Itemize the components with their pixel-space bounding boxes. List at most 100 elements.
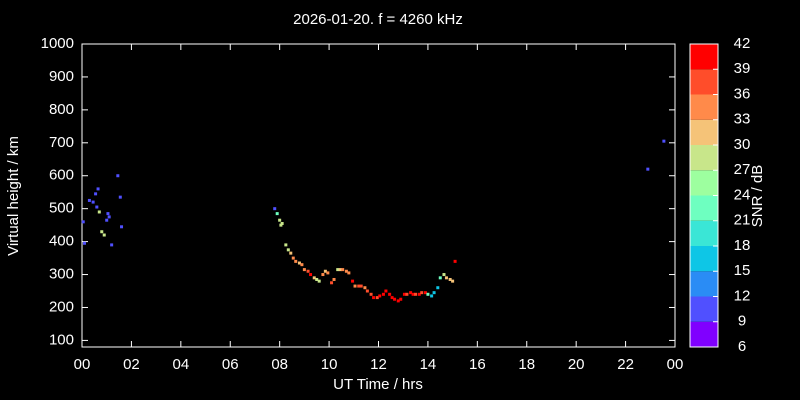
colorbar-segment — [690, 170, 718, 196]
point — [438, 276, 442, 280]
point — [365, 289, 369, 293]
point — [448, 277, 452, 281]
colorbar-tick-label: 39 — [734, 60, 751, 77]
point — [375, 296, 379, 300]
point — [302, 268, 306, 272]
point — [347, 271, 351, 275]
colorbar-segment — [690, 271, 718, 297]
point — [323, 269, 327, 273]
point — [436, 286, 440, 290]
point — [393, 297, 397, 301]
x-tick-label: 00 — [667, 356, 684, 373]
point — [91, 200, 95, 204]
point — [312, 276, 316, 280]
point — [662, 139, 666, 143]
point — [420, 291, 424, 295]
point — [359, 284, 363, 288]
y-tick-label: 800 — [49, 101, 74, 118]
point — [384, 289, 388, 293]
point — [289, 251, 293, 255]
x-tick-label: 04 — [172, 356, 189, 373]
point — [286, 248, 290, 252]
x-tick-label: 20 — [568, 356, 585, 373]
point — [357, 284, 361, 288]
point — [317, 279, 321, 283]
colorbar-segment — [690, 220, 718, 246]
point — [291, 256, 295, 260]
x-tick-label: 06 — [222, 356, 239, 373]
point — [411, 292, 415, 296]
point — [279, 223, 283, 227]
y-tick-label: 900 — [49, 68, 74, 85]
point — [94, 192, 98, 196]
x-axis-label: UT Time / hrs — [333, 376, 423, 393]
colorbar-label: SNR / dB — [749, 165, 766, 228]
point — [363, 286, 367, 290]
y-tick-label: 600 — [49, 167, 74, 184]
point — [330, 281, 334, 285]
point — [396, 299, 400, 303]
point — [87, 198, 91, 202]
point — [100, 230, 104, 234]
colorbar-segment — [690, 145, 718, 171]
point — [315, 277, 319, 281]
y-tick-label: 400 — [49, 233, 74, 250]
x-tick-label: 10 — [321, 356, 338, 373]
colorbar-segment — [690, 246, 718, 272]
point — [646, 167, 650, 171]
point — [309, 273, 313, 277]
point — [96, 187, 100, 191]
point — [336, 268, 340, 272]
x-tick-label: 18 — [518, 356, 535, 373]
point — [453, 259, 457, 263]
point — [284, 243, 288, 247]
point — [442, 273, 446, 277]
point — [102, 233, 106, 237]
point — [388, 292, 392, 296]
colorbar-tick-label: 30 — [734, 136, 751, 153]
y-tick-label: 300 — [49, 266, 74, 283]
point — [451, 279, 455, 283]
y-tick-label: 200 — [49, 298, 74, 315]
colorbar-tick-label: 33 — [734, 111, 751, 128]
point — [426, 292, 430, 296]
point — [105, 218, 109, 222]
point — [369, 292, 373, 296]
point — [430, 294, 434, 298]
point — [81, 220, 85, 224]
point — [326, 271, 330, 275]
point — [378, 294, 382, 298]
point — [399, 297, 403, 301]
point — [116, 174, 120, 178]
point — [381, 292, 385, 296]
point — [332, 277, 336, 281]
y-tick-label: 500 — [49, 200, 74, 217]
colorbar-segment — [690, 69, 718, 95]
point — [414, 292, 418, 296]
colorbar-tick-label: 9 — [738, 313, 746, 330]
colorbar-tick-label: 12 — [734, 287, 751, 304]
point — [444, 276, 448, 280]
x-tick-label: 02 — [123, 356, 140, 373]
x-tick-label: 16 — [469, 356, 486, 373]
colorbar-tick-label: 21 — [734, 212, 751, 229]
point — [120, 225, 124, 229]
point — [300, 263, 304, 267]
colorbar-segment — [690, 119, 718, 145]
x-tick-label: 22 — [617, 356, 634, 373]
point — [110, 243, 114, 247]
point — [432, 291, 436, 295]
x-tick-label: 00 — [74, 356, 91, 373]
colorbar-tick-label: 42 — [734, 35, 751, 52]
chart-title: 2026-01-20. f = 4260 kHz — [293, 11, 463, 28]
point — [417, 292, 421, 296]
point — [82, 241, 86, 245]
point — [294, 259, 298, 263]
colorbar-tick-label: 36 — [734, 85, 751, 102]
point — [338, 268, 342, 272]
point — [95, 205, 99, 209]
point — [409, 291, 413, 295]
point — [351, 279, 355, 283]
